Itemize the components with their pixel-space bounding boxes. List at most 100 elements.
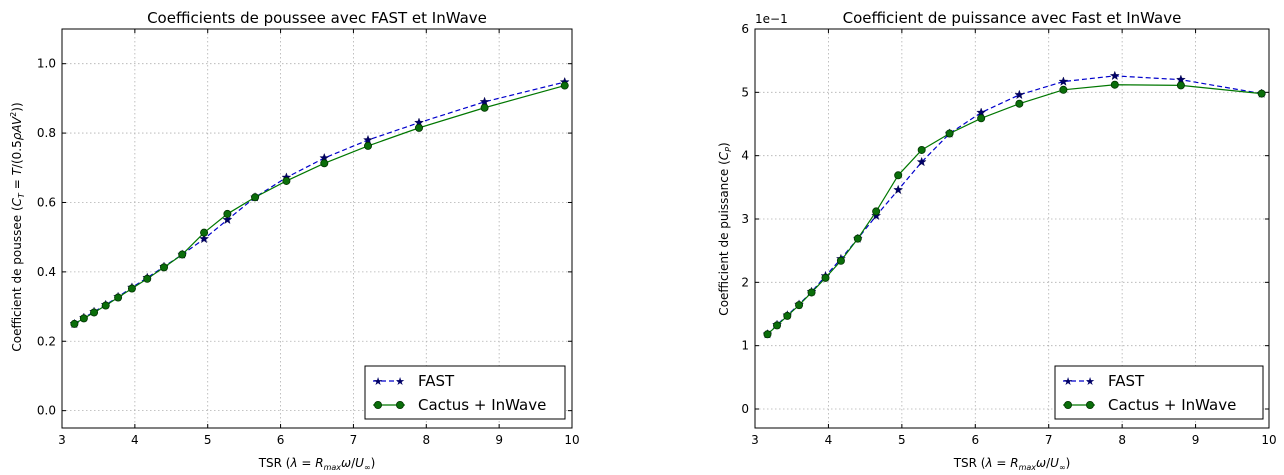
star-marker-icon: ★ — [395, 376, 405, 388]
data-point-cactus-inwave — [560, 81, 569, 90]
y-tick-label: 5 — [741, 85, 749, 99]
legend-label-fast: FAST — [418, 372, 455, 390]
data-point-cactus-inwave — [763, 330, 772, 339]
data-point-fast — [893, 184, 904, 195]
data-point-fast — [1014, 89, 1025, 100]
y-axis-scale-multiplier: 1e−1 — [755, 12, 788, 26]
chart-title: Coefficients de poussee avec FAST et InW… — [147, 9, 487, 27]
data-point-cactus-inwave — [178, 250, 187, 259]
data-point-cactus-inwave — [917, 145, 926, 154]
chart-title: Coefficient de puissance avec Fast et In… — [843, 9, 1182, 27]
data-point-cactus-inwave — [363, 141, 372, 150]
data-point-cactus-inwave — [821, 273, 830, 282]
y-axis-label: Coefficient de poussee (CT = T/(0.5ρAV2)… — [9, 102, 26, 351]
x-tick-label: 9 — [1192, 433, 1200, 447]
data-point-cactus-inwave — [836, 256, 845, 265]
series-line-fast — [767, 75, 1262, 335]
x-tick-label: 8 — [1118, 433, 1126, 447]
data-point-cactus-inwave — [480, 103, 489, 112]
data-point-cactus-inwave — [1015, 99, 1024, 108]
series-line-cactus-inwave — [767, 84, 1262, 335]
circle-marker-icon — [1086, 400, 1095, 409]
x-tick-label: 7 — [1045, 433, 1053, 447]
data-point-fast — [1058, 76, 1069, 86]
data-point-cactus-inwave — [414, 123, 423, 132]
plot-area-frame — [754, 28, 1270, 429]
x-tick-label: 3 — [751, 433, 759, 447]
y-tick-label: 6 — [741, 22, 749, 36]
y-tick-label: 1.0 — [37, 57, 56, 71]
x-tick-label: 5 — [898, 433, 906, 447]
series-layer — [762, 70, 1267, 339]
data-point-cactus-inwave — [945, 129, 954, 138]
grid — [755, 29, 1269, 428]
data-point-cactus-inwave — [251, 193, 260, 202]
x-tick-label: 4 — [825, 433, 833, 447]
data-point-cactus-inwave — [1257, 89, 1266, 98]
ticks: 3 4 5 6 7 8 9 10 0 1 2 3 4 5 6 — [741, 22, 1276, 447]
y-tick-label: 0.8 — [37, 126, 56, 140]
x-tick-label: 9 — [495, 433, 503, 447]
x-axis-label: TSR (λ = Rmaxω/U∞) — [258, 456, 376, 472]
legend-box — [1054, 365, 1264, 420]
x-tick-label: 10 — [1261, 433, 1276, 447]
y-tick-label: 4 — [741, 149, 749, 163]
data-point-cactus-inwave — [114, 293, 123, 302]
x-tick-label: 7 — [350, 433, 358, 447]
circle-marker-icon — [373, 400, 382, 409]
data-point-cactus-inwave — [127, 284, 136, 293]
data-point-cactus-inwave — [70, 319, 79, 328]
data-point-cactus-inwave — [223, 209, 232, 218]
series-line-fast — [74, 81, 565, 325]
data-point-cactus-inwave — [783, 311, 792, 320]
data-point-cactus-inwave — [282, 176, 291, 185]
data-point-cactus-inwave — [853, 234, 862, 243]
data-point-fast — [199, 233, 210, 244]
data-point-cactus-inwave — [90, 308, 99, 317]
data-point-cactus-inwave — [320, 159, 329, 168]
y-tick-label: 0.2 — [37, 334, 56, 348]
legend-entry-cactus-inwave: Cactus + InWave — [373, 396, 546, 414]
legend-label-cactus-inwave: Cactus + InWave — [418, 396, 546, 414]
y-tick-label: 1 — [741, 339, 749, 353]
data-point-cactus-inwave — [977, 114, 986, 123]
data-point-cactus-inwave — [200, 228, 209, 237]
circle-marker-icon — [1064, 400, 1073, 409]
data-point-cactus-inwave — [1110, 80, 1119, 89]
legend-label-fast: FAST — [1108, 372, 1145, 390]
y-tick-label: 3 — [741, 212, 749, 226]
y-tick-label: 0.0 — [37, 404, 56, 418]
y-tick-label: 0.6 — [37, 195, 56, 209]
data-point-cactus-inwave — [1176, 81, 1185, 90]
legend-entry-cactus-inwave: Cactus + InWave — [1063, 396, 1236, 414]
series-layer — [69, 76, 570, 329]
star-marker-icon: ★ — [1085, 376, 1095, 388]
data-point-cactus-inwave — [79, 314, 88, 323]
circle-marker-icon — [395, 400, 404, 409]
data-point-cactus-inwave — [795, 301, 804, 310]
legend-entry-fast: ★ ★ FAST — [1063, 372, 1145, 390]
x-tick-label: 6 — [277, 433, 285, 447]
x-axis-label: TSR (λ = Rmaxω/U∞) — [953, 456, 1071, 472]
data-point-cactus-inwave — [894, 171, 903, 180]
star-marker-icon: ★ — [1063, 376, 1073, 388]
data-point-fast — [916, 156, 927, 167]
legend-entry-fast: ★ ★ FAST — [373, 372, 455, 390]
star-marker-icon: ★ — [373, 376, 383, 388]
data-point-cactus-inwave — [143, 274, 152, 283]
legend-box — [364, 365, 566, 420]
data-point-fast — [222, 214, 233, 225]
power-coefficient-chart: Coefficient de puissance avec Fast et In… — [717, 9, 1277, 472]
x-tick-label: 10 — [564, 433, 579, 447]
x-tick-label: 3 — [58, 433, 66, 447]
y-tick-label: 0.4 — [37, 265, 56, 279]
x-tick-label: 5 — [204, 433, 212, 447]
y-tick-label: 2 — [741, 275, 749, 289]
x-tick-label: 6 — [971, 433, 979, 447]
legend: ★ ★ FAST Cactus + InWave — [1054, 365, 1264, 420]
x-tick-label: 8 — [422, 433, 430, 447]
y-axis-label: Coefficient de puissance (CP) — [717, 142, 733, 315]
data-point-cactus-inwave — [1059, 85, 1068, 94]
data-point-cactus-inwave — [807, 288, 816, 297]
